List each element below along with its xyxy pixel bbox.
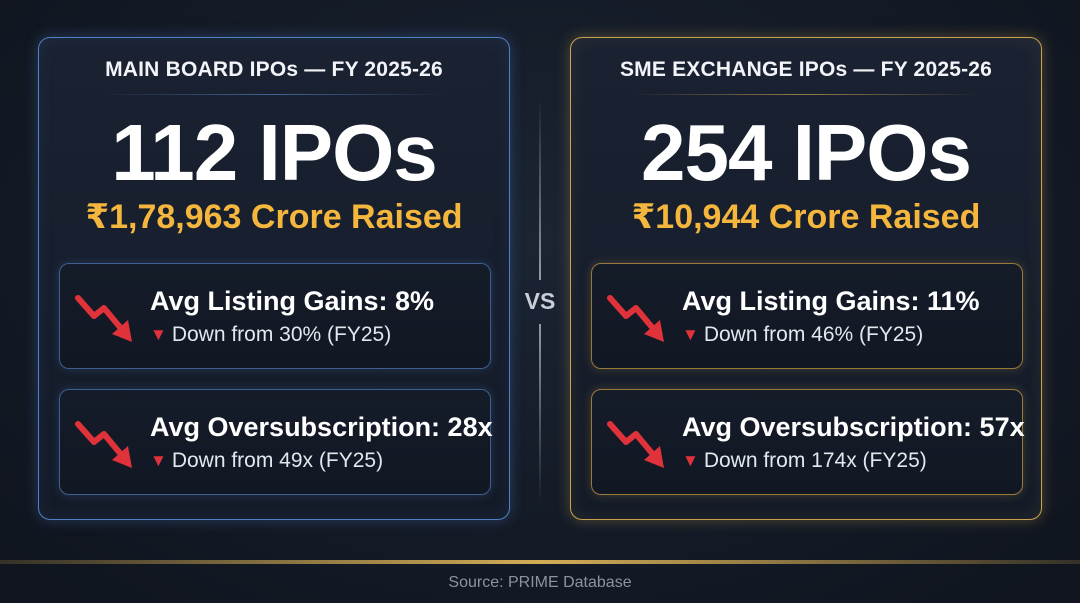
trend-down-icon bbox=[607, 295, 664, 342]
sme-exchange-listing-gains-change: ▼ Down from 46% (FY25) bbox=[682, 323, 924, 346]
main-board-listing-gains-card: Avg Listing Gains: 8% ▼ Down from 30% (FY… bbox=[59, 263, 491, 369]
sme-exchange-panel: SME EXCHANGE IPOs — FY 2025-26 254 IPOs … bbox=[570, 37, 1042, 520]
source-credit: Source: PRIME Database bbox=[448, 574, 632, 591]
sme-exchange-title: SME EXCHANGE IPOs — FY 2025-26 bbox=[619, 58, 993, 81]
sme-exchange-oversubscription-card: Avg Oversubscription: 57x ▼ Down from 174… bbox=[591, 389, 1025, 495]
main-board-listing-gains-change: ▼ Down from 30% (FY25) bbox=[150, 323, 392, 346]
main-board-oversubscription-card: Avg Oversubscription: 28x ▼ Down from 49x… bbox=[59, 389, 493, 495]
sme-exchange-amount-raised: ₹10,944 Crore Raised bbox=[631, 198, 981, 236]
main-board-oversubscription-label: Avg Oversubscription: 28x bbox=[150, 412, 493, 442]
sme-exchange-title-divider bbox=[631, 94, 981, 95]
main-board-title-divider bbox=[99, 94, 449, 95]
sme-exchange-oversubscription-change: ▼ Down from 174x (FY25) bbox=[682, 449, 927, 472]
main-board-title: MAIN BOARD IPOs — FY 2025-26 bbox=[105, 58, 443, 81]
vs-label: VS bbox=[524, 288, 556, 314]
trend-down-icon bbox=[607, 421, 664, 468]
trend-down-icon bbox=[75, 421, 132, 468]
down-triangle-icon: ▼ bbox=[682, 325, 699, 344]
down-triangle-icon: ▼ bbox=[682, 451, 699, 470]
main-board-oversubscription-change: ▼ Down from 49x (FY25) bbox=[150, 449, 384, 472]
main-board-listing-gains-label: Avg Listing Gains: 8% bbox=[150, 286, 435, 316]
main-board-amount-raised: ₹1,78,963 Crore Raised bbox=[85, 198, 463, 236]
down-triangle-icon: ▼ bbox=[150, 451, 167, 470]
sme-exchange-listing-gains-label: Avg Listing Gains: 11% bbox=[682, 286, 980, 316]
footer-divider bbox=[0, 560, 1080, 564]
sme-exchange-ipo-count: 254 IPOs bbox=[640, 108, 972, 197]
down-triangle-icon: ▼ bbox=[150, 325, 167, 344]
main-board-panel: MAIN BOARD IPOs — FY 2025-26 112 IPOs ₹1… bbox=[38, 37, 510, 520]
vs-divider-line-top bbox=[539, 98, 541, 280]
trend-down-icon bbox=[75, 295, 132, 342]
main-board-ipo-count: 112 IPOs bbox=[111, 108, 438, 197]
sme-exchange-listing-gains-card: Avg Listing Gains: 11% ▼ Down from 46% (F… bbox=[591, 263, 1023, 369]
sme-exchange-oversubscription-label: Avg Oversubscription: 57x bbox=[682, 412, 1025, 442]
vs-divider-line-bottom bbox=[539, 324, 541, 504]
